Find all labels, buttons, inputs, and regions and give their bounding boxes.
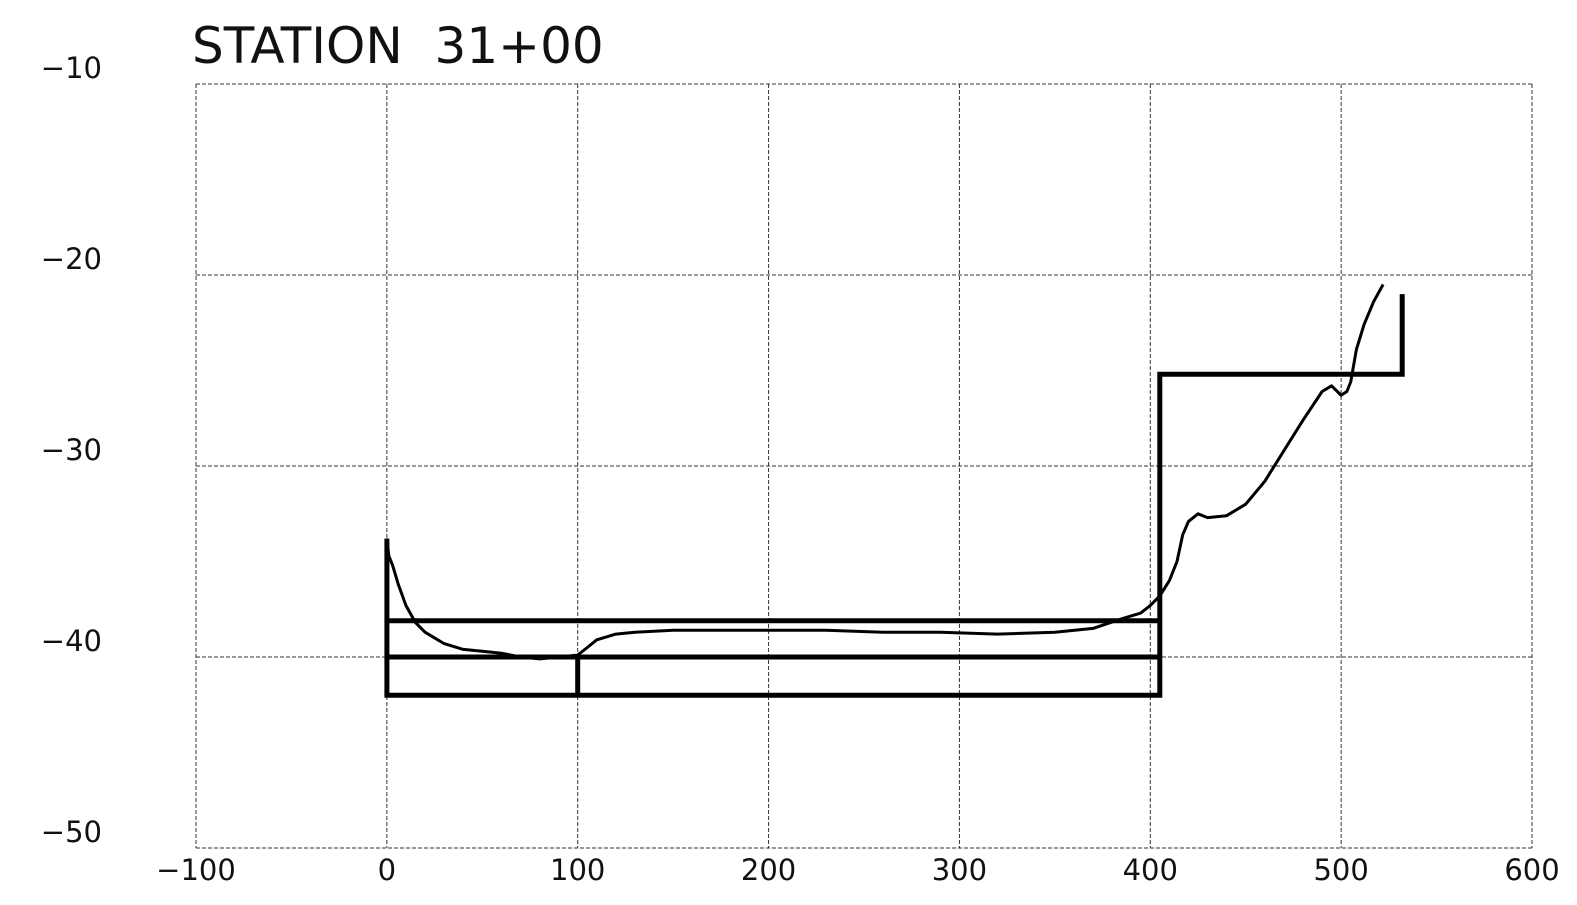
x-tick-label: 500 bbox=[1313, 853, 1368, 887]
x-tick-label: −100 bbox=[156, 853, 236, 887]
y-tick-label: −50 bbox=[41, 815, 102, 849]
y-tick-label: −30 bbox=[41, 433, 102, 467]
x-tick-label: 600 bbox=[1504, 853, 1559, 887]
x-tick-label: 300 bbox=[932, 853, 987, 887]
survey-profile-line bbox=[385, 283, 1385, 661]
chart-title: STATION 31+00 bbox=[192, 17, 604, 75]
y-tick-label: −40 bbox=[41, 624, 102, 658]
design-template-line bbox=[384, 294, 1405, 698]
x-tick-labels: −100 0 100 200 300 400 500 600 bbox=[156, 853, 1560, 887]
x-tick-label: 200 bbox=[741, 853, 796, 887]
x-tick-label: 400 bbox=[1123, 853, 1178, 887]
chart-grid bbox=[195, 83, 1533, 849]
y-tick-label: −20 bbox=[41, 242, 102, 276]
chart-marks bbox=[384, 283, 1405, 698]
y-tick-labels: −10 −20 −30 −40 −50 bbox=[41, 51, 102, 849]
y-tick-label: −10 bbox=[41, 51, 102, 85]
x-tick-label: 0 bbox=[378, 853, 396, 887]
x-tick-label: 100 bbox=[550, 853, 605, 887]
